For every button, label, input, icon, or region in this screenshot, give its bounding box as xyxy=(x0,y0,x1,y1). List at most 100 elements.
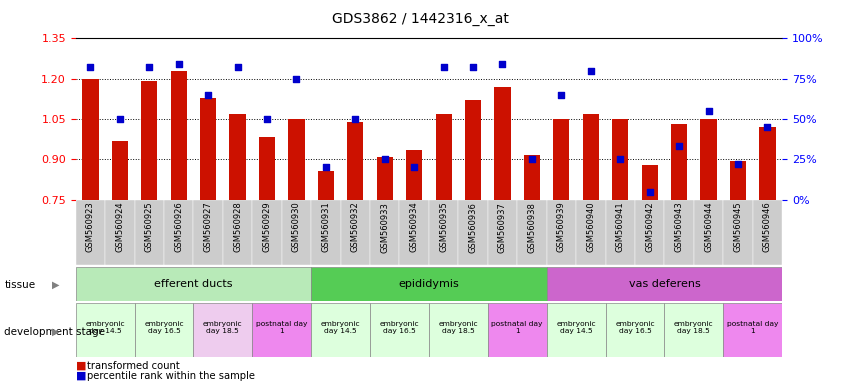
Text: GSM560929: GSM560929 xyxy=(262,202,272,252)
Bar xyxy=(76,200,105,265)
Bar xyxy=(553,119,569,200)
Point xyxy=(761,124,775,130)
Bar xyxy=(429,200,458,265)
Point xyxy=(437,65,451,71)
Bar xyxy=(82,79,98,200)
Point xyxy=(643,189,657,195)
Bar xyxy=(524,156,540,200)
Bar xyxy=(76,267,311,301)
Text: GSM560923: GSM560923 xyxy=(86,202,95,252)
Point xyxy=(260,116,273,122)
Bar xyxy=(436,114,452,200)
Bar xyxy=(399,200,429,265)
Text: GSM560939: GSM560939 xyxy=(557,202,566,252)
Bar xyxy=(642,165,658,200)
Text: embryonic
day 18.5: embryonic day 18.5 xyxy=(438,321,479,334)
Text: GSM560933: GSM560933 xyxy=(380,202,389,253)
Bar xyxy=(112,141,128,200)
Text: GSM560936: GSM560936 xyxy=(468,202,478,253)
Bar xyxy=(282,200,311,265)
Bar xyxy=(517,200,547,265)
Bar xyxy=(458,200,488,265)
Bar xyxy=(671,124,687,200)
Point xyxy=(319,164,332,170)
Text: ■: ■ xyxy=(76,361,86,371)
Bar xyxy=(723,303,782,357)
Text: GDS3862 / 1442316_x_at: GDS3862 / 1442316_x_at xyxy=(332,12,509,25)
Text: GSM560945: GSM560945 xyxy=(733,202,743,252)
Bar xyxy=(311,303,370,357)
Bar xyxy=(759,127,775,200)
Text: postnatal day
1: postnatal day 1 xyxy=(256,321,308,334)
Text: postnatal day
1: postnatal day 1 xyxy=(727,321,779,334)
Bar xyxy=(171,71,187,200)
Bar xyxy=(105,200,135,265)
Bar xyxy=(193,303,252,357)
Text: ▶: ▶ xyxy=(52,280,60,290)
Text: GSM560925: GSM560925 xyxy=(145,202,154,252)
Bar xyxy=(311,200,341,265)
Bar xyxy=(141,81,157,200)
Bar xyxy=(341,200,370,265)
Text: embryonic
day 14.5: embryonic day 14.5 xyxy=(85,321,125,334)
Text: ■: ■ xyxy=(76,371,86,381)
Text: GSM560935: GSM560935 xyxy=(439,202,448,252)
Text: GSM560924: GSM560924 xyxy=(115,202,124,252)
Bar xyxy=(723,200,753,265)
Bar xyxy=(547,303,606,357)
Point xyxy=(584,68,597,74)
Bar xyxy=(311,267,547,301)
Bar xyxy=(318,172,334,200)
Point xyxy=(172,61,185,67)
Bar xyxy=(347,122,363,200)
Text: GSM560943: GSM560943 xyxy=(674,202,684,252)
Bar xyxy=(612,119,628,200)
Point xyxy=(407,164,420,170)
Point xyxy=(466,65,479,71)
Bar xyxy=(576,200,606,265)
Text: embryonic
day 16.5: embryonic day 16.5 xyxy=(144,321,184,334)
Text: embryonic
day 18.5: embryonic day 18.5 xyxy=(674,321,714,334)
Bar xyxy=(465,100,481,200)
Text: embryonic
day 14.5: embryonic day 14.5 xyxy=(320,321,361,334)
Point xyxy=(555,92,569,98)
Point xyxy=(614,156,627,162)
Bar xyxy=(701,119,717,200)
Point xyxy=(113,116,126,122)
Point xyxy=(701,108,715,114)
Text: development stage: development stage xyxy=(4,327,105,337)
Bar xyxy=(429,303,488,357)
Bar xyxy=(495,87,510,200)
Text: epididymis: epididymis xyxy=(399,279,459,289)
Text: vas deferens: vas deferens xyxy=(628,279,701,289)
Text: GSM560940: GSM560940 xyxy=(586,202,595,252)
Text: GSM560946: GSM560946 xyxy=(763,202,772,252)
Bar xyxy=(370,303,429,357)
Text: ▶: ▶ xyxy=(52,327,60,337)
Text: postnatal day
1: postnatal day 1 xyxy=(491,321,543,334)
Bar xyxy=(370,200,399,265)
Bar xyxy=(753,200,782,265)
Bar xyxy=(164,200,193,265)
Bar xyxy=(377,157,393,200)
Text: GSM560930: GSM560930 xyxy=(292,202,301,252)
Bar xyxy=(193,200,223,265)
Bar xyxy=(664,200,694,265)
Bar xyxy=(635,200,664,265)
Point xyxy=(230,65,244,71)
Point xyxy=(525,156,538,162)
Bar xyxy=(664,303,723,357)
Bar xyxy=(406,150,422,200)
Text: efferent ducts: efferent ducts xyxy=(154,279,233,289)
Point xyxy=(201,92,214,98)
Bar xyxy=(606,200,635,265)
Bar xyxy=(288,119,304,200)
Text: GSM560944: GSM560944 xyxy=(704,202,713,252)
Bar xyxy=(135,303,193,357)
Point xyxy=(495,61,509,67)
Text: embryonic
day 18.5: embryonic day 18.5 xyxy=(203,321,243,334)
Bar xyxy=(252,303,311,357)
Text: GSM560937: GSM560937 xyxy=(498,202,507,253)
Bar xyxy=(230,114,246,200)
Text: tissue: tissue xyxy=(4,280,35,290)
